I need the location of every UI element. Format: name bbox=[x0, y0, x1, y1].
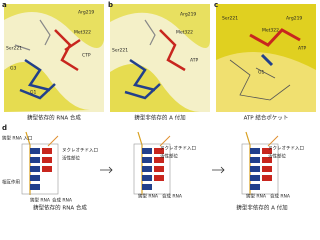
schematic-label: ヌクレオチド入口 bbox=[268, 146, 304, 152]
enzyme-body bbox=[241, 143, 279, 195]
panel-caption: 鋳型依存的 RNA 合成 bbox=[27, 114, 81, 122]
schematic-label: 鋳型 RNA bbox=[246, 193, 267, 200]
template-base bbox=[142, 157, 152, 163]
template-base bbox=[142, 184, 152, 190]
template-base bbox=[250, 184, 260, 190]
schematic-label: 合成 RNA bbox=[52, 197, 73, 204]
schematic-label: 鋳型 RNA bbox=[30, 197, 51, 204]
structure-b bbox=[110, 4, 210, 112]
stage-arrow bbox=[100, 166, 113, 174]
synth-base bbox=[42, 166, 52, 172]
nucleotide-path bbox=[159, 135, 171, 147]
residue-label: ATP bbox=[298, 46, 306, 52]
template-base bbox=[250, 157, 260, 163]
synth-base bbox=[262, 157, 272, 163]
synth-base bbox=[154, 148, 164, 154]
synth-base bbox=[262, 166, 272, 172]
synth-base bbox=[262, 148, 272, 154]
synth-base bbox=[154, 175, 164, 181]
residue-label: Met322 bbox=[176, 30, 193, 36]
residue-label: ATP bbox=[190, 58, 198, 64]
nucleotide-path bbox=[47, 135, 59, 147]
schematic-label: 相互作用 bbox=[2, 179, 20, 186]
structure-a bbox=[4, 4, 104, 112]
schematic-label: 合成 RNA bbox=[270, 193, 291, 200]
panel-label: a bbox=[2, 1, 7, 9]
template-base bbox=[142, 148, 152, 154]
residue-label: G1 bbox=[30, 90, 36, 96]
residue-label: Arg219 bbox=[286, 16, 302, 22]
schematic-caption: 鋳型非依存的 A 付加 bbox=[236, 204, 287, 212]
schematic-label: 鋳型 RNA bbox=[138, 193, 159, 200]
panel-label: d bbox=[2, 124, 7, 132]
template-base bbox=[30, 157, 40, 163]
template-base bbox=[30, 184, 40, 190]
residue-label: Ser221 bbox=[6, 46, 22, 52]
panel-caption: 鋳型非依存的 A 付加 bbox=[134, 114, 185, 122]
enzyme-body bbox=[21, 143, 59, 195]
schematic-label: ヌクレオチド入口 bbox=[160, 146, 196, 152]
structure-c bbox=[216, 4, 316, 112]
schematic-caption: 鋳型依存的 RNA 合成 bbox=[33, 204, 87, 212]
residue-label: Met322 bbox=[74, 30, 91, 36]
residue-label: CTP bbox=[82, 53, 91, 59]
schematic-label: 活性部位 bbox=[160, 153, 178, 160]
stage-arrow bbox=[212, 166, 225, 174]
panel-label: c bbox=[214, 1, 218, 9]
template-base bbox=[142, 175, 152, 181]
residue-label: G3 bbox=[10, 66, 16, 72]
template-base bbox=[142, 166, 152, 172]
nucleotide-path bbox=[267, 135, 279, 147]
synth-base bbox=[154, 166, 164, 172]
template-base bbox=[250, 166, 260, 172]
residue-label: Arg219 bbox=[78, 10, 94, 16]
schematic-label: 鋳型 RNA 入口 bbox=[2, 135, 32, 142]
schematic-label: 活性部位 bbox=[268, 153, 286, 160]
template-base bbox=[30, 166, 40, 172]
synth-base bbox=[262, 175, 272, 181]
residue-label: G1 bbox=[258, 70, 264, 76]
template-base bbox=[30, 148, 40, 154]
panel-caption: ATP 結合ポケット bbox=[244, 114, 289, 122]
template-strand bbox=[137, 131, 143, 195]
panel-label: b bbox=[108, 1, 113, 9]
residue-label: Arg219 bbox=[180, 12, 196, 18]
template-base bbox=[250, 175, 260, 181]
schematic-label: 活性部位 bbox=[62, 155, 80, 162]
residue-label: Met322 bbox=[262, 28, 279, 34]
enzyme-body bbox=[133, 143, 171, 195]
template-base bbox=[30, 175, 40, 181]
synth-base bbox=[42, 157, 52, 163]
template-strand bbox=[245, 131, 251, 195]
residue-label: Ser221 bbox=[222, 16, 238, 22]
residue-label: Ser221 bbox=[112, 48, 128, 54]
synth-base bbox=[42, 148, 52, 154]
template-base bbox=[250, 148, 260, 154]
schematic-label: 合成 RNA bbox=[162, 193, 183, 200]
schematic-label: ヌクレオチド入口 bbox=[62, 148, 98, 154]
synth-base bbox=[154, 157, 164, 163]
